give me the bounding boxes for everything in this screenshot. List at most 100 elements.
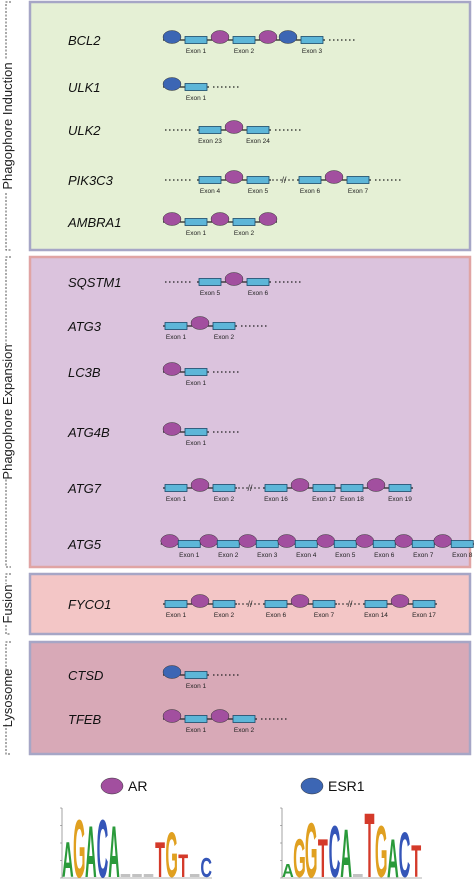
exon-label: Exon 7 <box>314 612 335 619</box>
gene-row-fyco1: FYCO1 Exon 1 Exon 2 // Exon 6 Exon 7 // Exon 14… <box>68 594 437 619</box>
exon-box <box>298 176 322 184</box>
motif-low-info <box>132 874 142 877</box>
ar-binding-site <box>190 594 210 608</box>
exon-label: Exon 4 <box>296 552 317 559</box>
motif-letter: A <box>62 831 74 883</box>
exon-box <box>300 36 324 44</box>
motif-logos: A G A C A T G T C A GG T C A T G A C T <box>60 793 422 883</box>
gene-name: FYCO1 <box>68 597 111 612</box>
stage-bracket <box>5 1 11 251</box>
motif-low-info <box>353 874 363 877</box>
gene-row-ctsd: CTSD Exon 1 <box>68 665 241 690</box>
gene-row-ulk2: ULK2 Exon 23 Exon 24 <box>68 120 303 145</box>
exon-label: Exon 2 <box>214 496 235 503</box>
exon-box <box>333 540 357 548</box>
motif-letter: A <box>387 827 399 883</box>
ar-binding-site <box>258 30 278 44</box>
exon-box <box>232 36 256 44</box>
ar-binding-site <box>162 422 182 436</box>
exon-box <box>388 484 412 492</box>
exon-label: Exon 18 <box>340 496 364 503</box>
ar-binding-site <box>210 709 230 723</box>
exon-label: Exon 14 <box>364 612 388 619</box>
exon-label: Exon 16 <box>264 496 288 503</box>
gene-name: ATG5 <box>67 537 102 552</box>
exon-label: Exon 1 <box>186 727 207 734</box>
exon-box <box>212 322 236 330</box>
exon-label: Exon 17 <box>312 496 336 503</box>
exon-box <box>246 278 270 286</box>
exon-box <box>184 671 208 679</box>
exon-label: Exon 1 <box>186 48 207 55</box>
exon-box <box>198 278 222 286</box>
stage-label-bg <box>5 60 17 192</box>
legend-item-ar: AR <box>100 777 147 795</box>
ar-binding-site <box>210 30 230 44</box>
legend-label: ESR1 <box>328 778 365 794</box>
stage-fusion: Fusion FYCO1 Exon 1 Exon 2 // Exon 6 Exon 7 // E… <box>0 572 472 636</box>
exon-label: Exon 17 <box>412 612 436 619</box>
gene-break-mark: // <box>247 483 253 493</box>
exon-label: Exon 6 <box>266 612 287 619</box>
stage-label-bg <box>5 346 17 478</box>
exon-box <box>184 368 208 376</box>
exon-label: Exon 6 <box>374 552 395 559</box>
exon-box <box>184 218 208 226</box>
exon-label: Exon 7 <box>348 188 369 195</box>
motif-letter: T <box>365 793 375 883</box>
ar-binding-site <box>190 478 210 492</box>
exon-box <box>294 540 318 548</box>
ar-binding-site <box>162 212 182 226</box>
exon-box <box>264 484 288 492</box>
stage-label: Lysosome <box>0 669 15 728</box>
gene-row-sqstm1: SQSTM1 Exon 5 Exon 6 <box>68 272 303 297</box>
exon-box <box>246 126 270 134</box>
exon-box <box>411 540 435 548</box>
exon-label: Exon 7 <box>413 552 434 559</box>
exon-box <box>232 218 256 226</box>
exon-label: Exon 1 <box>179 552 200 559</box>
exon-label: Exon 2 <box>218 552 239 559</box>
exon-label: Exon 1 <box>186 95 207 102</box>
stage-box <box>28 640 472 756</box>
ar-binding-site <box>162 362 182 376</box>
gene-row-bcl2: BCL2 Exon 1 Exon 2 Exon 3 <box>68 30 357 55</box>
exon-label: Exon 5 <box>200 290 221 297</box>
exon-label: Exon 2 <box>214 612 235 619</box>
stage-label-bg <box>5 671 17 725</box>
esr1-binding-site <box>278 30 298 44</box>
stage-lysosome: Lysosome CTSD Exon 1 TFEB Exon 1 Exon 2 <box>0 640 472 756</box>
motif-letter: G <box>305 806 318 883</box>
ar-binding-site <box>160 534 179 548</box>
exon-label: Exon 2 <box>234 48 255 55</box>
exon-box <box>312 484 336 492</box>
ar-binding-site <box>433 534 452 548</box>
exon-box <box>450 540 474 548</box>
exon-box <box>412 600 436 608</box>
stage-phagophore-induction: Phagophore Induction BCL2 Exon 1 Exon 2 Exon… <box>0 0 472 252</box>
motif-letter: C <box>97 802 109 883</box>
ar-binding-site <box>277 534 296 548</box>
exon-box <box>198 176 222 184</box>
exon-label: Exon 3 <box>302 48 323 55</box>
exon-box <box>164 322 188 330</box>
exon-label: Exon 1 <box>186 440 207 447</box>
exon-label: Exon 2 <box>234 230 255 237</box>
gene-name: CTSD <box>68 668 103 683</box>
exon-label: Exon 5 <box>335 552 356 559</box>
exon-box <box>184 83 208 91</box>
ar-binding-site <box>366 478 386 492</box>
exon-label: Exon 8 <box>452 552 473 559</box>
exon-box <box>232 715 256 723</box>
stage-label-bg <box>5 584 17 624</box>
exon-label: Exon 2 <box>214 334 235 341</box>
exon-label: Exon 1 <box>186 230 207 237</box>
gene-name: ATG7 <box>67 481 102 496</box>
gene-name: TFEB <box>68 712 102 727</box>
ar-binding-site <box>199 534 218 548</box>
gene-name: ULK1 <box>68 80 101 95</box>
motif-letter: T <box>155 831 165 883</box>
ar-binding-site <box>224 120 244 134</box>
